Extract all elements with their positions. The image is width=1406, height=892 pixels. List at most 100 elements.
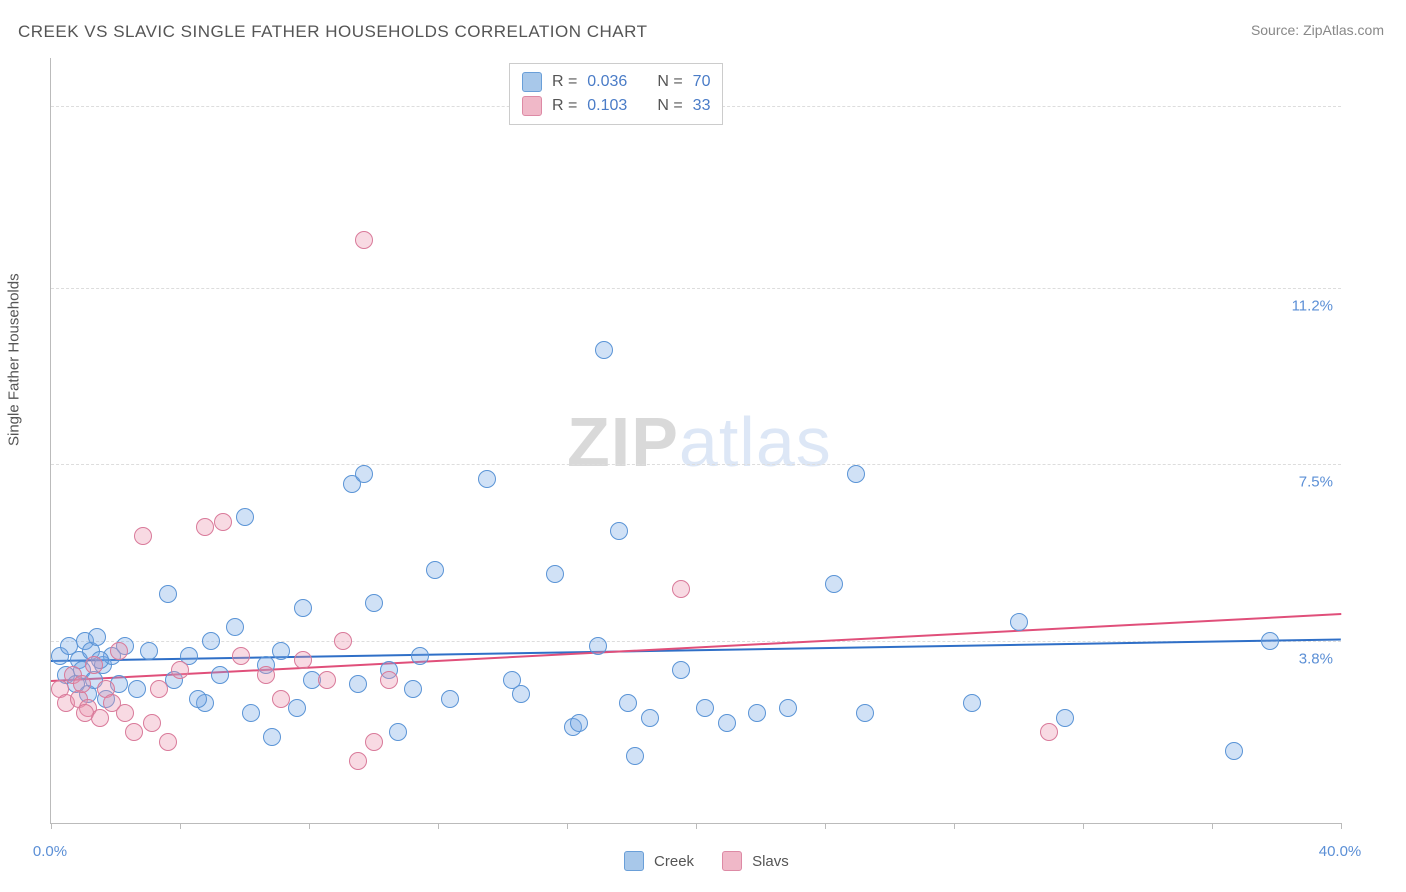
x-tick: [1341, 823, 1342, 829]
x-tick: [1212, 823, 1213, 829]
data-point: [134, 527, 152, 545]
data-point: [159, 733, 177, 751]
data-point: [211, 666, 229, 684]
legend-swatch: [522, 96, 542, 116]
data-point: [1040, 723, 1058, 741]
data-point: [619, 694, 637, 712]
data-point: [546, 565, 564, 583]
data-point: [595, 341, 613, 359]
data-point: [125, 723, 143, 741]
data-point: [696, 699, 714, 717]
data-point: [847, 465, 865, 483]
data-point: [128, 680, 146, 698]
x-tick-label: 0.0%: [33, 843, 67, 860]
plot-area: ZIPatlas 3.8%7.5%11.2% R =0.036N =70R =0…: [50, 58, 1341, 824]
y-axis-title: Single Father Households: [6, 273, 23, 446]
legend-swatch: [722, 851, 742, 871]
legend-stats-row: R =0.036N =70: [522, 70, 711, 94]
source-attribution: Source: ZipAtlas.com: [1251, 22, 1384, 38]
data-point: [91, 709, 109, 727]
data-point: [272, 642, 290, 660]
x-tick: [180, 823, 181, 829]
data-point: [570, 714, 588, 732]
y-tick-label: 7.5%: [1299, 474, 1333, 491]
data-point: [263, 728, 281, 746]
gridline: [51, 288, 1341, 289]
data-point: [159, 585, 177, 603]
x-tick: [1083, 823, 1084, 829]
legend-r-label: R =: [552, 73, 577, 91]
gridline: [51, 464, 1341, 465]
x-tick: [309, 823, 310, 829]
data-point: [404, 680, 422, 698]
x-tick-label: 40.0%: [1319, 843, 1362, 860]
data-point: [512, 685, 530, 703]
watermark: ZIPatlas: [567, 402, 832, 482]
data-point: [189, 690, 207, 708]
x-tick: [696, 823, 697, 829]
data-point: [349, 752, 367, 770]
y-tick-label: 11.2%: [1292, 297, 1333, 314]
legend-series-name: Creek: [654, 853, 694, 870]
data-point: [825, 575, 843, 593]
legend-swatch: [624, 851, 644, 871]
watermark-zip: ZIP: [567, 403, 679, 481]
data-point: [196, 518, 214, 536]
legend-r-label: R =: [552, 97, 577, 115]
data-point: [143, 714, 161, 732]
data-point: [73, 675, 91, 693]
data-point: [226, 618, 244, 636]
data-point: [236, 508, 254, 526]
data-point: [626, 747, 644, 765]
data-point: [441, 690, 459, 708]
legend-n-label: N =: [657, 97, 682, 115]
data-point: [76, 704, 94, 722]
data-point: [856, 704, 874, 722]
data-point: [294, 599, 312, 617]
data-point: [589, 637, 607, 655]
data-point: [355, 231, 373, 249]
data-point: [1261, 632, 1279, 650]
legend-swatch: [522, 72, 542, 92]
data-point: [242, 704, 260, 722]
data-point: [202, 632, 220, 650]
data-point: [365, 733, 383, 751]
x-tick: [825, 823, 826, 829]
data-point: [1225, 742, 1243, 760]
data-point: [214, 513, 232, 531]
chart-container: CREEK VS SLAVIC SINGLE FATHER HOUSEHOLDS…: [0, 0, 1406, 892]
data-point: [641, 709, 659, 727]
data-point: [963, 694, 981, 712]
x-tick: [567, 823, 568, 829]
data-point: [272, 690, 290, 708]
data-point: [318, 671, 336, 689]
data-point: [85, 656, 103, 674]
data-point: [610, 522, 628, 540]
data-point: [748, 704, 766, 722]
x-tick: [438, 823, 439, 829]
data-point: [110, 642, 128, 660]
legend-n-label: N =: [657, 73, 682, 91]
data-point: [411, 647, 429, 665]
legend-series-name: Slavs: [752, 853, 789, 870]
data-point: [150, 680, 168, 698]
legend-r-value: 0.103: [587, 97, 627, 115]
data-point: [1056, 709, 1074, 727]
data-point: [349, 675, 367, 693]
data-point: [355, 465, 373, 483]
source-label: Source:: [1251, 22, 1299, 38]
watermark-atlas: atlas: [679, 403, 832, 481]
data-point: [672, 580, 690, 598]
y-tick-label: 3.8%: [1299, 651, 1333, 668]
data-point: [171, 661, 189, 679]
data-point: [88, 628, 106, 646]
legend-series: Creek Slavs: [624, 851, 807, 871]
chart-title: CREEK VS SLAVIC SINGLE FATHER HOUSEHOLDS…: [18, 22, 647, 42]
data-point: [426, 561, 444, 579]
data-point: [1010, 613, 1028, 631]
data-point: [257, 666, 275, 684]
data-point: [478, 470, 496, 488]
data-point: [365, 594, 383, 612]
data-point: [718, 714, 736, 732]
legend-r-value: 0.036: [587, 73, 627, 91]
